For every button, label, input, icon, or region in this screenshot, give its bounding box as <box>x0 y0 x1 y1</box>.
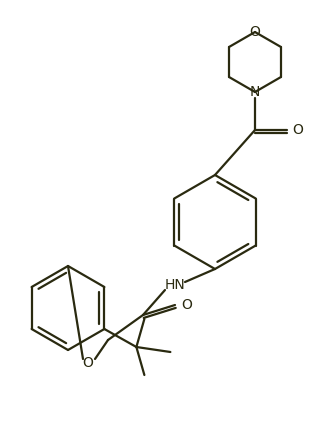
Text: O: O <box>83 356 93 370</box>
Text: O: O <box>293 123 304 137</box>
Text: HN: HN <box>165 278 185 292</box>
Text: O: O <box>249 25 260 39</box>
Text: N: N <box>250 85 260 99</box>
Text: O: O <box>181 298 192 312</box>
